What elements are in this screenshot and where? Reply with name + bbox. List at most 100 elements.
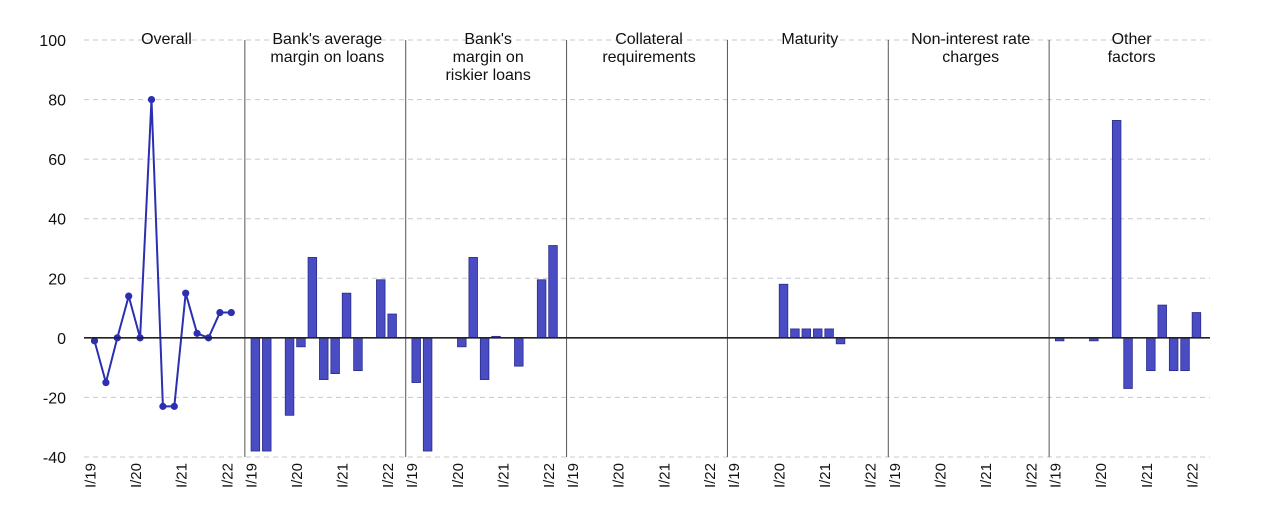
- x-tick-label: I/22: [380, 463, 397, 488]
- bar: [1191, 312, 1202, 339]
- y-tick-label: -40: [43, 450, 66, 467]
- bar: [468, 257, 478, 339]
- line-point: [216, 308, 224, 317]
- bar: [536, 279, 547, 339]
- bar: [1146, 337, 1156, 372]
- x-tick-label: I/19: [404, 463, 421, 488]
- bar: [387, 313, 397, 339]
- x-tick-label: I/21: [656, 463, 673, 488]
- line-point: [159, 402, 167, 410]
- bar: [1111, 120, 1122, 339]
- x-tick-label: I/19: [83, 463, 100, 488]
- bar: [514, 337, 524, 367]
- panel-title-line: Maturity: [781, 31, 838, 48]
- bar: [813, 328, 823, 339]
- line-point: [170, 402, 178, 410]
- panel-title-line: Collateral: [615, 31, 683, 48]
- x-tick-label: I/20: [450, 463, 467, 488]
- bar: [790, 328, 800, 339]
- panel-3: [411, 245, 558, 452]
- bar: [479, 337, 490, 380]
- panel-title-line: Bank's average: [272, 31, 382, 48]
- panel-title-line: riskier loans: [445, 67, 530, 84]
- y-tick-label: 60: [48, 152, 66, 169]
- line-point: [102, 378, 110, 387]
- x-tick-label: I/20: [289, 463, 306, 488]
- x-tick-label: I/19: [1048, 463, 1065, 488]
- line-point: [193, 329, 201, 337]
- x-tick-label: I/19: [726, 463, 743, 488]
- panel-title-line: Bank's: [464, 31, 512, 48]
- panel-title-line: Other: [1112, 31, 1153, 48]
- x-tick-label: I/21: [495, 463, 512, 488]
- x-tick-label: I/20: [772, 463, 789, 488]
- bar: [835, 337, 846, 345]
- bar: [353, 337, 363, 372]
- bar: [801, 328, 812, 339]
- bar: [457, 337, 467, 348]
- x-tick-label: I/21: [335, 463, 352, 488]
- x-tick-label: I/20: [1093, 463, 1110, 488]
- panel-dividers: [244, 40, 1050, 457]
- series-line: [93, 99, 232, 408]
- bar: [330, 337, 340, 375]
- line-point: [125, 292, 133, 300]
- bar: [1157, 304, 1167, 339]
- x-tick-label: I/22: [1024, 463, 1041, 488]
- bar: [262, 337, 272, 452]
- bar: [422, 337, 433, 452]
- bar: [376, 279, 386, 339]
- panel-title-line: Overall: [141, 31, 192, 48]
- bar: [548, 245, 558, 339]
- x-tick-label: I/22: [1184, 463, 1201, 488]
- x-tick-label: I/22: [541, 463, 558, 488]
- y-tick-label: 0: [57, 331, 66, 348]
- bar: [307, 257, 318, 339]
- panel-title-line: margin on: [453, 49, 524, 66]
- panel-7: [1054, 120, 1202, 389]
- line-point: [182, 289, 190, 297]
- x-tick-label: I/21: [1139, 463, 1156, 488]
- y-tick-label: 20: [48, 271, 66, 288]
- line-point: [227, 308, 235, 317]
- x-tick-label: I/20: [128, 463, 145, 488]
- bar: [296, 337, 306, 348]
- bar: [1168, 337, 1179, 372]
- x-tick-label: I/20: [611, 463, 628, 488]
- y-tick-label: 80: [48, 93, 66, 110]
- grid-lines: [84, 39, 1210, 458]
- x-axis: I/19 I/20 I/21 I/22 I/19 I/20 I/21 I/22 I/19 I/20…: [83, 463, 1202, 488]
- x-tick-label: I/22: [219, 463, 236, 488]
- bar: [824, 328, 834, 339]
- line-point: [147, 95, 156, 104]
- bar: [411, 337, 421, 383]
- panel-title-line: requirements: [602, 49, 695, 66]
- panel-5: [778, 283, 846, 345]
- panel-title-line: charges: [942, 49, 999, 66]
- panel-2: [250, 257, 397, 452]
- bar: [1123, 337, 1133, 389]
- x-tick-label: I/21: [174, 463, 191, 488]
- y-tick-label: -20: [43, 390, 66, 407]
- bar: [319, 337, 329, 380]
- line-point: [90, 337, 99, 345]
- y-axis: 100 80 60 40 20 0 -20 -40: [39, 33, 66, 467]
- x-tick-label: I/21: [978, 463, 995, 488]
- chart-marks: [90, 95, 1202, 452]
- x-tick-label: I/19: [887, 463, 904, 488]
- x-tick-label: I/22: [702, 463, 719, 488]
- x-tick-label: I/21: [817, 463, 834, 488]
- bar: [778, 283, 789, 339]
- bar: [341, 292, 352, 339]
- x-tick-label: I/19: [565, 463, 582, 488]
- y-tick-label: 100: [39, 33, 66, 50]
- y-tick-label: 40: [48, 212, 66, 229]
- bar: [284, 337, 295, 416]
- panel-title-line: factors: [1108, 49, 1156, 66]
- bar: [1180, 337, 1190, 372]
- x-tick-label: I/20: [932, 463, 949, 488]
- panel-1: [90, 95, 235, 410]
- x-tick-label: I/19: [243, 463, 260, 488]
